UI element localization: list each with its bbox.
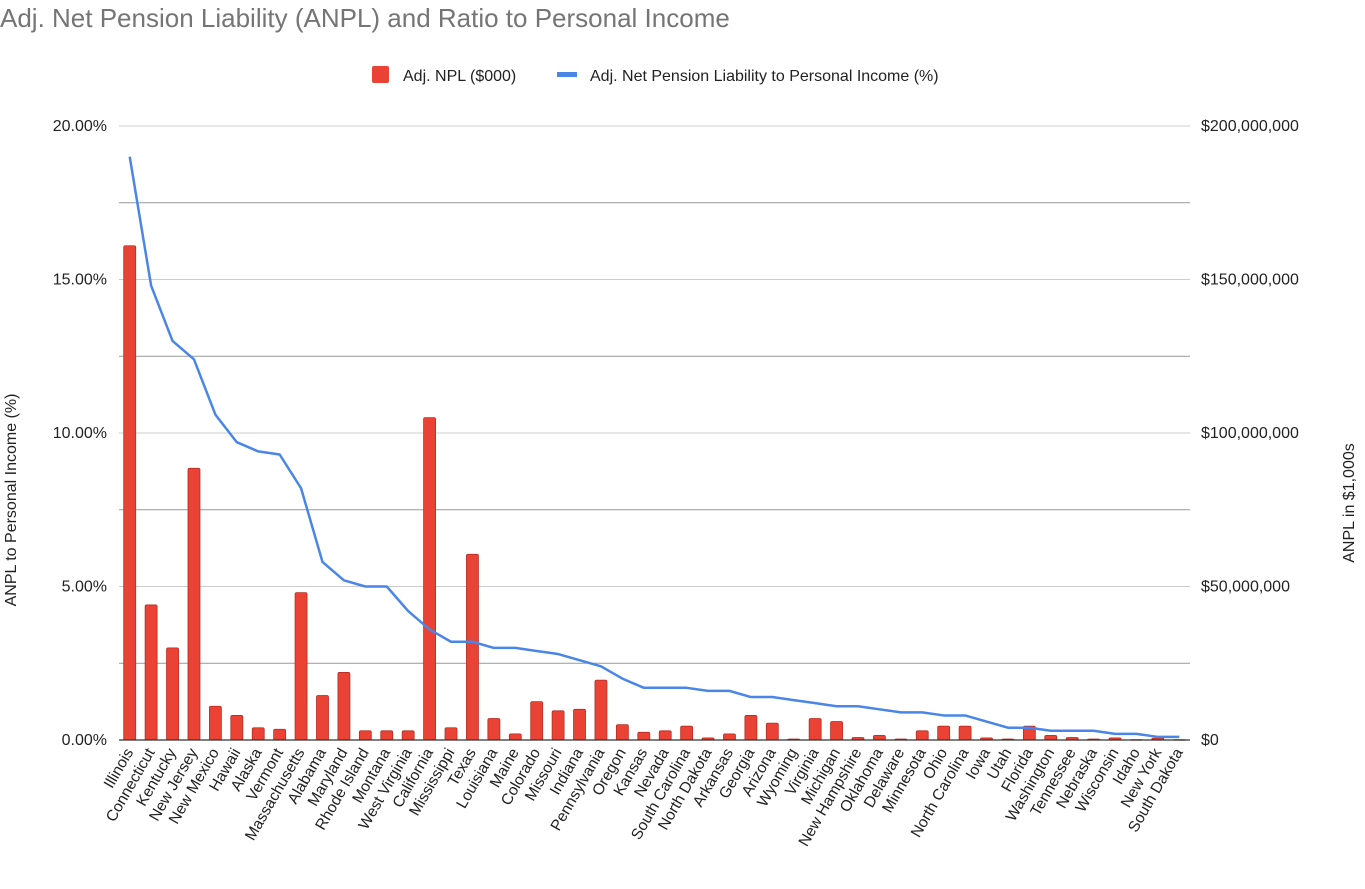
right-tick-label: $0 bbox=[1201, 732, 1219, 749]
bar bbox=[615, 724, 629, 741]
bar bbox=[808, 718, 822, 741]
bar bbox=[508, 733, 522, 741]
bar bbox=[915, 730, 929, 741]
right-tick-label: $150,000,000 bbox=[1201, 272, 1299, 289]
bar bbox=[230, 715, 244, 741]
bar bbox=[251, 727, 265, 741]
legend-swatch-bars bbox=[372, 66, 389, 83]
bar bbox=[444, 727, 458, 741]
bar bbox=[358, 730, 372, 741]
bar bbox=[273, 728, 287, 741]
bar bbox=[316, 695, 329, 741]
bar bbox=[637, 731, 651, 741]
legend-swatch-line bbox=[557, 72, 577, 77]
right-tick-label: $50,000,000 bbox=[1201, 579, 1290, 596]
bar bbox=[487, 718, 501, 741]
bar bbox=[166, 647, 179, 741]
bar bbox=[401, 730, 415, 741]
bar bbox=[723, 733, 736, 741]
bar-series bbox=[123, 245, 1186, 741]
bar bbox=[187, 467, 201, 741]
bar bbox=[380, 730, 394, 741]
bar bbox=[208, 705, 222, 741]
left-tick-label: 0.00% bbox=[62, 732, 107, 749]
left-tick-label: 20.00% bbox=[53, 118, 107, 135]
right-tick-label: $100,000,000 bbox=[1201, 425, 1299, 442]
bar bbox=[1044, 734, 1058, 741]
bar bbox=[765, 722, 779, 741]
bar bbox=[958, 725, 972, 741]
left-axis-ticks: 0.00% 5.00% 10.00% 15.00% 20.00% bbox=[53, 118, 107, 749]
bar bbox=[423, 417, 436, 741]
bar bbox=[744, 715, 758, 741]
right-tick-label: $200,000,000 bbox=[1201, 118, 1299, 135]
bar bbox=[530, 701, 544, 741]
bar bbox=[294, 592, 308, 741]
bar bbox=[873, 734, 886, 741]
bar bbox=[123, 245, 137, 741]
bar bbox=[466, 553, 479, 741]
legend-label-line: Adj. Net Pension Liability to Personal I… bbox=[590, 68, 939, 85]
left-tick-label: 15.00% bbox=[53, 272, 107, 289]
bar bbox=[337, 672, 351, 741]
bar bbox=[937, 725, 951, 741]
ratio-line bbox=[128, 156, 1180, 739]
bar bbox=[551, 710, 565, 741]
left-axis-title: ANPL to Personal Income (%) bbox=[3, 394, 20, 607]
bar bbox=[573, 708, 586, 741]
legend: Adj. NPL ($000) Adj. Net Pension Liabili… bbox=[372, 66, 939, 85]
bar bbox=[830, 721, 843, 741]
right-axis-ticks: $0 $50,000,000 $100,000,000 $150,000,000 $20… bbox=[1201, 118, 1299, 749]
left-tick-label: 5.00% bbox=[62, 579, 107, 596]
line-series bbox=[128, 156, 1180, 739]
right-axis-title: ANPL in $1,000s bbox=[1341, 443, 1358, 562]
chart-title: Adj. Net Pension Liability (ANPL) and Ra… bbox=[0, 3, 730, 33]
bar bbox=[658, 730, 672, 741]
legend-label-bars: Adj. NPL ($000) bbox=[403, 68, 516, 85]
left-tick-label: 10.00% bbox=[53, 425, 107, 442]
bar bbox=[594, 679, 608, 741]
gridlines bbox=[119, 125, 1190, 741]
bar bbox=[680, 725, 694, 741]
bar bbox=[144, 604, 158, 741]
